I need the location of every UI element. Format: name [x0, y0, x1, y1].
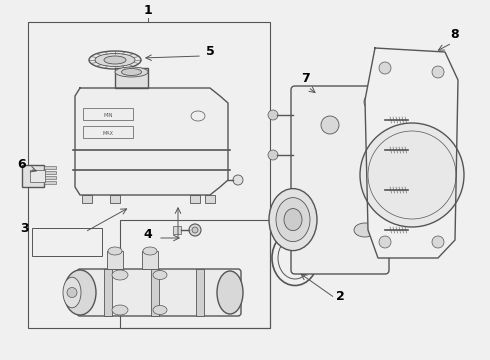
- Ellipse shape: [143, 247, 157, 255]
- Text: 7: 7: [301, 72, 309, 85]
- Bar: [22, 165, 44, 187]
- Ellipse shape: [269, 189, 317, 251]
- Ellipse shape: [115, 67, 148, 77]
- Circle shape: [379, 236, 391, 248]
- Bar: [32, 228, 102, 256]
- Bar: [196, 269, 204, 316]
- Text: 5: 5: [206, 45, 215, 58]
- Bar: [115, 68, 148, 88]
- Ellipse shape: [276, 198, 310, 242]
- Bar: [83, 108, 133, 120]
- Circle shape: [233, 175, 243, 185]
- Bar: [190, 195, 200, 203]
- Polygon shape: [365, 48, 458, 258]
- Ellipse shape: [153, 306, 167, 315]
- Circle shape: [364, 94, 380, 110]
- Circle shape: [192, 227, 198, 233]
- Circle shape: [379, 62, 391, 74]
- Text: 6: 6: [18, 158, 26, 171]
- Ellipse shape: [89, 51, 141, 69]
- Ellipse shape: [354, 223, 376, 237]
- Circle shape: [67, 288, 77, 297]
- Circle shape: [189, 224, 201, 236]
- Bar: [173, 226, 181, 234]
- Circle shape: [360, 123, 464, 227]
- Text: 3: 3: [20, 222, 28, 235]
- Circle shape: [432, 236, 444, 248]
- Circle shape: [268, 150, 278, 160]
- Bar: [120, 220, 270, 328]
- Bar: [30, 170, 45, 182]
- Ellipse shape: [108, 247, 122, 255]
- Text: 1: 1: [144, 4, 152, 17]
- Bar: [82, 195, 92, 203]
- Bar: [83, 126, 133, 138]
- Ellipse shape: [284, 208, 302, 231]
- Text: MIN: MIN: [103, 113, 113, 117]
- Ellipse shape: [112, 270, 128, 280]
- Text: 4: 4: [144, 228, 152, 241]
- Ellipse shape: [64, 270, 96, 315]
- Ellipse shape: [122, 68, 142, 76]
- Text: MAX: MAX: [102, 131, 114, 135]
- Circle shape: [268, 110, 278, 120]
- Ellipse shape: [63, 277, 81, 308]
- Bar: [44, 166, 56, 169]
- Ellipse shape: [95, 54, 135, 67]
- Ellipse shape: [153, 270, 167, 279]
- Bar: [44, 181, 56, 184]
- Bar: [110, 195, 120, 203]
- Text: 2: 2: [336, 290, 344, 303]
- Ellipse shape: [217, 271, 243, 314]
- Bar: [44, 171, 56, 174]
- Bar: [28, 22, 270, 328]
- Ellipse shape: [375, 225, 391, 235]
- Text: 8: 8: [451, 28, 459, 41]
- Bar: [44, 176, 56, 179]
- FancyBboxPatch shape: [291, 86, 389, 274]
- Bar: [151, 269, 159, 316]
- Polygon shape: [75, 88, 228, 195]
- Ellipse shape: [104, 56, 126, 64]
- FancyBboxPatch shape: [77, 269, 241, 316]
- Bar: [104, 269, 112, 316]
- Bar: [205, 195, 215, 203]
- Bar: [107, 251, 123, 269]
- Ellipse shape: [321, 116, 339, 134]
- Bar: [142, 251, 158, 269]
- Ellipse shape: [112, 305, 128, 315]
- Circle shape: [432, 66, 444, 78]
